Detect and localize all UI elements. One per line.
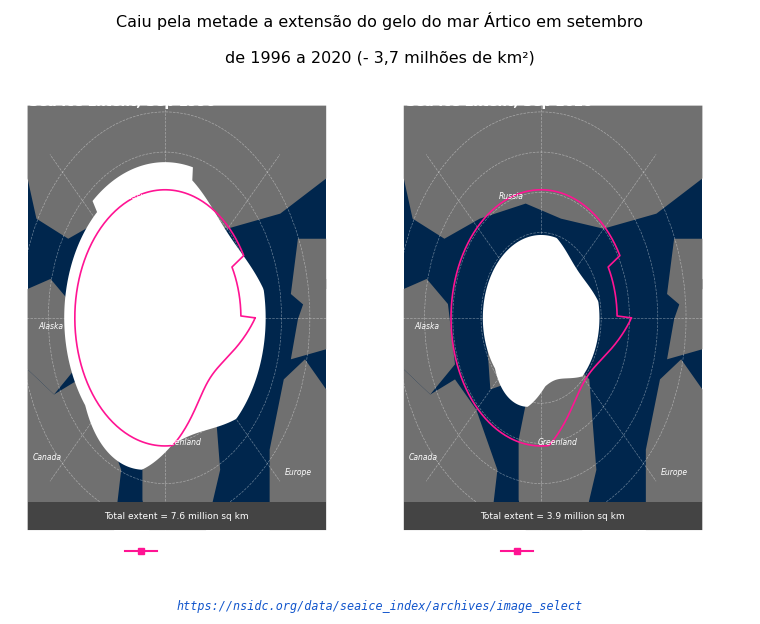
Text: Greenland: Greenland: [537, 437, 578, 447]
Text: Caiu pela metade a extensão do gelo do mar Ártico em setembro: Caiu pela metade a extensão do gelo do m…: [116, 12, 644, 30]
Polygon shape: [404, 369, 497, 530]
Text: https://nsidc.org/data/seaice_index/archives/image_select: https://nsidc.org/data/seaice_index/arch…: [177, 600, 583, 613]
Polygon shape: [404, 105, 702, 239]
Text: Europe: Europe: [284, 468, 312, 477]
Bar: [404, 105, 702, 530]
Polygon shape: [142, 349, 220, 530]
Text: National Snow and Ice Data Center, University of Colorado Boulder: National Snow and Ice Data Center, Unive…: [730, 216, 735, 392]
Polygon shape: [667, 279, 702, 359]
Text: Total extent = 7.6 million sq km: Total extent = 7.6 million sq km: [103, 512, 249, 520]
Polygon shape: [291, 239, 326, 309]
Text: Alaska: Alaska: [414, 322, 439, 331]
Text: Sea Ice Extent, Sep 2020: Sea Ice Extent, Sep 2020: [406, 95, 592, 109]
Polygon shape: [646, 359, 702, 530]
Polygon shape: [270, 359, 326, 530]
Text: Russia: Russia: [499, 192, 524, 200]
Text: median ice edge 1981-2010: median ice edge 1981-2010: [163, 548, 262, 554]
Text: Greenland: Greenland: [161, 437, 201, 447]
Text: National Snow and Ice Data Center, University of Colorado Boulder: National Snow and Ice Data Center, Unive…: [353, 216, 359, 392]
Polygon shape: [404, 279, 455, 394]
Bar: [404, 502, 702, 530]
Text: near-real-time data: near-real-time data: [394, 278, 400, 329]
Polygon shape: [27, 105, 326, 239]
Polygon shape: [487, 329, 518, 389]
Polygon shape: [518, 349, 597, 530]
Polygon shape: [27, 369, 122, 530]
Text: median ice edge 1981-2010: median ice edge 1981-2010: [540, 548, 638, 554]
Polygon shape: [291, 279, 326, 359]
Text: Sea Ice Extent, Sep 1996: Sea Ice Extent, Sep 1996: [30, 95, 216, 109]
Polygon shape: [483, 235, 600, 407]
Text: Alaska: Alaska: [38, 322, 63, 331]
Text: Canada: Canada: [409, 453, 438, 462]
Text: Total extent = 3.9 million sq km: Total extent = 3.9 million sq km: [480, 512, 625, 520]
Polygon shape: [111, 329, 142, 389]
Text: Europe: Europe: [660, 468, 688, 477]
Polygon shape: [27, 279, 79, 394]
Bar: [27, 502, 326, 530]
Polygon shape: [667, 239, 702, 309]
Text: de 1996 a 2020 (- 3,7 milhões de km²): de 1996 a 2020 (- 3,7 milhões de km²): [225, 51, 535, 66]
Text: final data: final data: [18, 291, 24, 316]
Text: Russia: Russia: [123, 192, 147, 200]
Polygon shape: [65, 162, 266, 470]
Bar: [27, 105, 326, 530]
Text: Canada: Canada: [33, 453, 62, 462]
